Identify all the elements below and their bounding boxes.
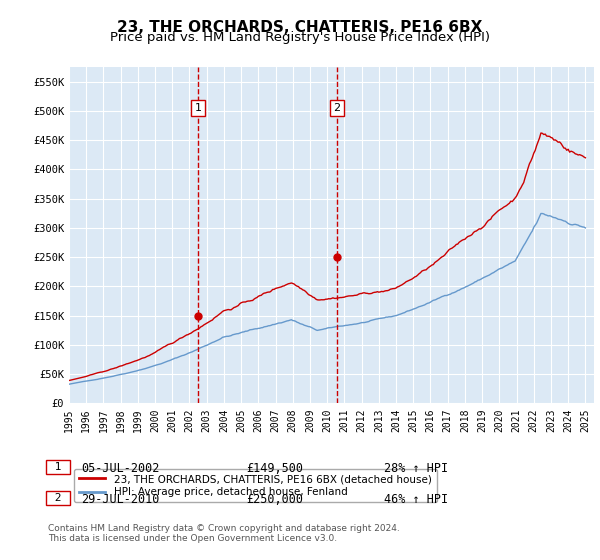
Text: Price paid vs. HM Land Registry's House Price Index (HPI): Price paid vs. HM Land Registry's House … xyxy=(110,31,490,44)
Text: 23, THE ORCHARDS, CHATTERIS, PE16 6BX: 23, THE ORCHARDS, CHATTERIS, PE16 6BX xyxy=(118,20,482,35)
Text: £149,500: £149,500 xyxy=(246,462,303,475)
Text: 2: 2 xyxy=(48,493,68,503)
Text: 1: 1 xyxy=(195,103,202,113)
Text: 46% ↑ HPI: 46% ↑ HPI xyxy=(384,493,448,506)
Point xyxy=(332,253,342,262)
Text: 2: 2 xyxy=(334,103,341,113)
Text: 05-JUL-2002: 05-JUL-2002 xyxy=(81,462,160,475)
Text: 28% ↑ HPI: 28% ↑ HPI xyxy=(384,462,448,475)
Text: £250,000: £250,000 xyxy=(246,493,303,506)
Legend: 23, THE ORCHARDS, CHATTERIS, PE16 6BX (detached house), HPI: Average price, deta: 23, THE ORCHARDS, CHATTERIS, PE16 6BX (d… xyxy=(74,469,437,502)
Point xyxy=(193,311,203,320)
Text: Contains HM Land Registry data © Crown copyright and database right 2024.
This d: Contains HM Land Registry data © Crown c… xyxy=(48,524,400,543)
Text: 1: 1 xyxy=(48,462,68,472)
Text: 29-JUL-2010: 29-JUL-2010 xyxy=(81,493,160,506)
